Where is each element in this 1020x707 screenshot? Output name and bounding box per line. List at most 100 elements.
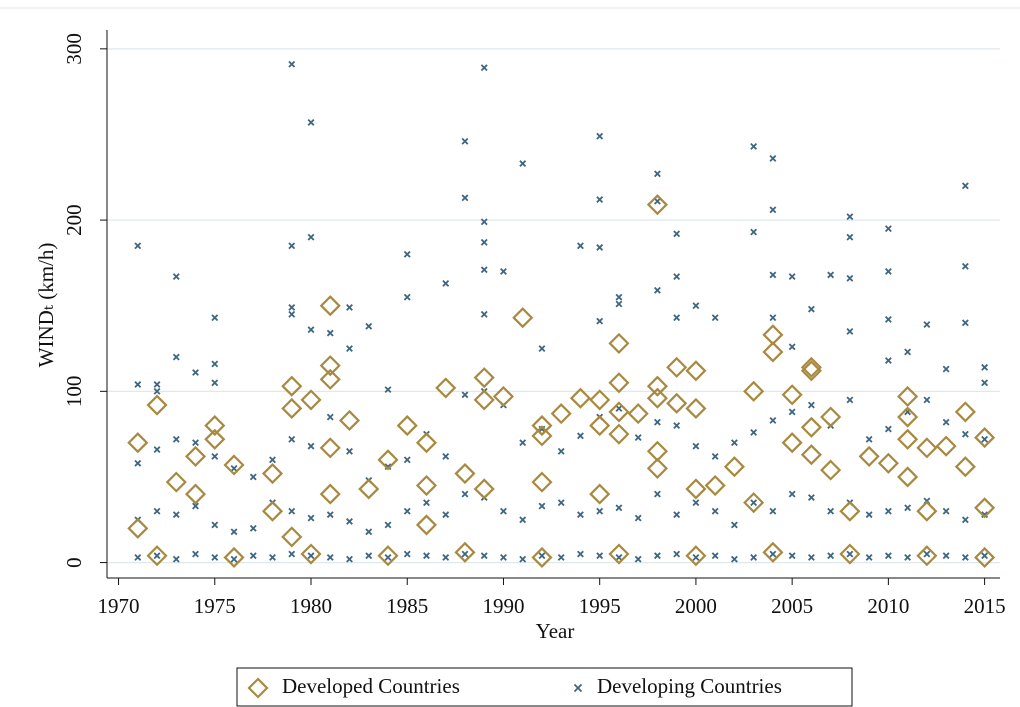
point [589, 389, 611, 411]
point [800, 416, 822, 438]
point [153, 387, 161, 395]
point [897, 428, 919, 450]
point [653, 286, 661, 294]
point [249, 524, 257, 532]
point [538, 345, 546, 352]
point [531, 546, 553, 569]
point [769, 155, 777, 162]
y-tick-label: 100 [62, 376, 86, 408]
point [942, 507, 950, 515]
point [365, 528, 373, 536]
point [480, 64, 488, 72]
point [454, 462, 476, 485]
point [512, 307, 534, 329]
point [184, 445, 207, 467]
point [788, 552, 796, 560]
point [858, 445, 880, 467]
point [897, 466, 919, 488]
point [769, 271, 777, 279]
point [981, 511, 989, 519]
point [172, 555, 180, 563]
legend-label: Developing Countries [597, 674, 782, 698]
point [403, 507, 411, 515]
point [127, 432, 149, 454]
point [134, 459, 142, 467]
point [904, 348, 912, 356]
point [615, 405, 623, 412]
point [750, 499, 758, 507]
point [608, 401, 630, 423]
point [800, 360, 822, 382]
point [396, 415, 418, 437]
point [942, 552, 950, 560]
point [800, 356, 822, 378]
x-tick-label: 2015 [964, 594, 1006, 618]
point [403, 250, 411, 258]
point [204, 428, 226, 450]
point [923, 396, 931, 404]
point [666, 392, 688, 414]
point [615, 293, 623, 301]
point [685, 478, 707, 500]
point [461, 391, 469, 399]
point [281, 397, 303, 420]
point [519, 555, 527, 563]
point [762, 324, 784, 346]
point [281, 375, 303, 397]
point [711, 452, 719, 460]
point [384, 386, 392, 394]
point [261, 462, 284, 485]
point [769, 314, 777, 322]
point [211, 452, 219, 460]
point [827, 507, 835, 515]
point [557, 447, 565, 455]
point [184, 483, 207, 505]
point [326, 329, 334, 337]
point [531, 425, 553, 447]
x-tick-label: 2010 [867, 594, 909, 618]
point [673, 230, 681, 238]
point [538, 502, 546, 510]
point [846, 396, 854, 404]
point [346, 518, 353, 525]
point [172, 511, 180, 519]
point [288, 303, 296, 311]
point [685, 360, 707, 382]
point [538, 552, 546, 560]
point [596, 196, 604, 203]
point [384, 463, 392, 471]
point [653, 197, 661, 205]
point [673, 422, 681, 430]
point [916, 545, 938, 567]
point [673, 273, 681, 281]
point [807, 401, 815, 409]
point [961, 262, 969, 270]
point [500, 554, 507, 561]
point [192, 550, 199, 558]
point [846, 550, 854, 558]
point [711, 507, 719, 515]
point [615, 554, 623, 561]
point [820, 459, 842, 481]
point [762, 541, 784, 563]
point [923, 550, 931, 558]
point [877, 452, 899, 474]
point [884, 225, 892, 233]
point [319, 483, 341, 505]
point [750, 429, 758, 436]
point [223, 546, 245, 569]
point [589, 415, 611, 437]
point [711, 314, 719, 322]
point [288, 435, 296, 443]
point [646, 375, 668, 397]
point [346, 345, 353, 352]
point [454, 541, 476, 563]
point [211, 360, 219, 368]
point [307, 552, 315, 560]
point [839, 543, 861, 565]
point [577, 550, 584, 558]
point [685, 545, 707, 567]
point [577, 511, 584, 519]
point [692, 554, 700, 561]
